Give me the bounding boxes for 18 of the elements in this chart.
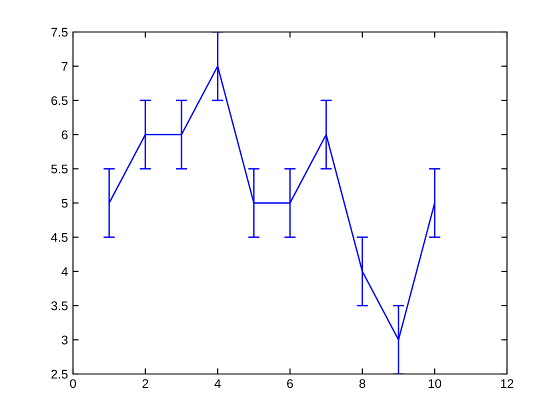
y-tick-label: 4 xyxy=(61,267,68,276)
x-tick-label: 8 xyxy=(359,379,366,388)
x-tick-label: 2 xyxy=(142,379,148,388)
y-tick-label: 5 xyxy=(62,198,68,208)
y-tick-label: 3.5 xyxy=(51,301,68,310)
y-tick-label: 6 xyxy=(62,130,68,140)
x-tick-label: 0 xyxy=(70,379,76,388)
x-tick-label: 12 xyxy=(501,379,514,388)
y-tick-label: 5.5 xyxy=(51,164,68,174)
y-tick-label: 3 xyxy=(62,336,68,344)
x-tick-label: 4 xyxy=(214,379,221,388)
y-tick-label: 4.5 xyxy=(51,233,68,242)
y-tick-label: 6.5 xyxy=(51,96,68,106)
x-tick-label: 10 xyxy=(428,379,442,388)
y-tick-label: 2.5 xyxy=(51,370,68,379)
y-tick-label: 7.5 xyxy=(51,28,68,37)
x-tick-label: 6 xyxy=(287,379,293,388)
y-tick-label: 7 xyxy=(62,62,68,71)
